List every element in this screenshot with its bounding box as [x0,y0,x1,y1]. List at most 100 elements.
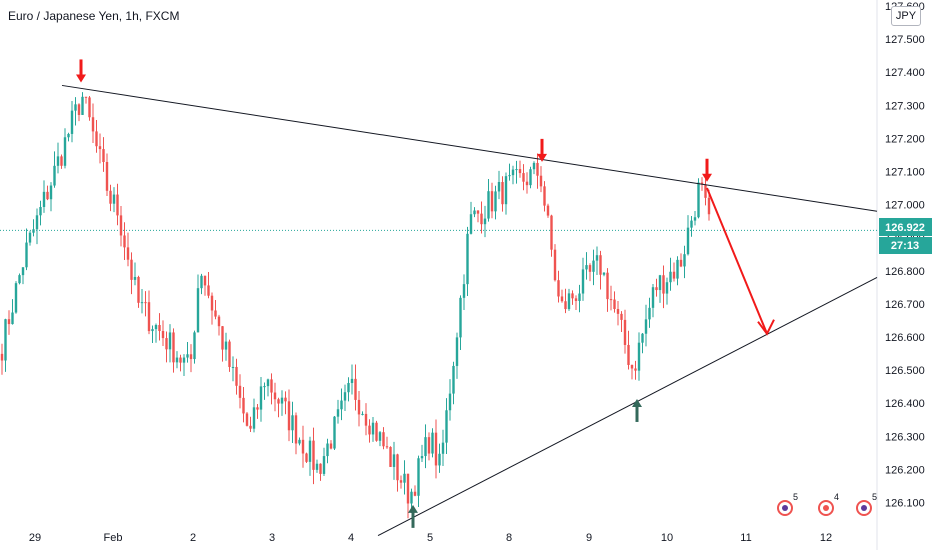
candle-body [581,269,585,294]
event-badge-3[interactable]: 5 [856,492,877,516]
candle-body [550,215,553,250]
candle-body [210,295,214,311]
candle-body [315,463,319,470]
candle-body [340,400,343,410]
candle-body [70,110,74,134]
candle-body [543,186,546,206]
candle-body [574,298,578,301]
x-tick-label: Feb [104,532,123,544]
x-tick-label: 8 [506,532,512,544]
candle-body [266,379,270,387]
candle-body [420,456,424,459]
event-badge-1[interactable]: 5 [777,492,798,516]
candle-body [403,473,406,483]
projection-arrow [706,187,768,335]
candle-body [522,173,525,182]
candle-body [4,319,7,361]
candle-body [399,480,403,483]
x-tick-label: 4 [348,532,354,544]
candle-body [200,275,203,289]
candle-body [462,284,466,298]
markers-layer [76,59,712,528]
candles-layer [0,92,711,519]
candle-body [336,409,340,417]
candle-body [14,283,18,313]
candle-body [308,440,312,462]
down-arrow-head [76,74,86,83]
candle-body [669,271,672,283]
candle-body [445,410,448,443]
candle-body [595,255,599,261]
candle-body [658,275,662,291]
candle-body [686,227,690,255]
candle-body [263,386,266,388]
candle-body [368,425,371,435]
candle-body [42,191,46,207]
x-tick-label: 11 [740,532,751,544]
candle-body [378,432,382,441]
candle-body [133,276,137,280]
candle-body [165,338,168,350]
candle-body [235,366,238,386]
candle-body [182,357,186,363]
candle-body [546,205,550,216]
candle-body [88,97,91,118]
candle-body [238,385,242,398]
candle-body [284,397,287,402]
candle-body [109,190,112,204]
candle-body [490,191,494,212]
x-tick-label: 29 [29,532,41,544]
candle-body [95,131,98,147]
candle-body [532,162,536,170]
candle-body [140,302,144,304]
candle-body [371,422,375,435]
candle-body [179,357,182,363]
candle-body [620,313,623,320]
candle-body [413,491,417,496]
support-trendline [377,276,878,537]
up-arrow-head [408,504,418,513]
candle-body [361,413,364,415]
candle-body [151,329,154,332]
y-tick-label: 127.400 [885,67,925,79]
y-tick-label: 126.700 [885,299,925,311]
up-arrow-marker [408,504,418,528]
candle-body [319,463,322,474]
down-arrow-marker [702,158,712,182]
candle-body [602,272,606,275]
candle-body [578,293,581,301]
candle-body [704,184,707,198]
candle-body [459,297,462,338]
candle-body [347,383,350,393]
y-axis: 127.600127.500127.400127.300127.200127.1… [885,1,925,510]
candle-body [60,156,63,166]
candle-body [707,197,711,215]
candle-body [480,213,483,225]
candle-body [627,344,630,365]
candle-body [291,415,294,431]
candle-body [186,354,189,358]
event-badge-count-2: 4 [834,492,839,502]
candle-body [406,473,410,504]
candle-body [196,288,200,333]
y-tick-label: 126.200 [885,464,925,476]
candle-body [609,299,613,301]
candle-body [690,220,693,228]
down-arrow-marker [537,138,547,162]
currency-button[interactable]: JPY [891,6,921,26]
candle-body [476,210,480,214]
down-arrow-head [702,173,712,182]
candle-body [357,399,361,415]
candle-body [56,156,60,166]
event-badge-2[interactable]: 4 [818,492,839,516]
candle-body [396,454,399,481]
candle-body [130,259,133,280]
candle-body [252,407,256,429]
candle-body [410,491,413,504]
y-tick-label: 127.200 [885,133,925,145]
candle-body [350,378,354,384]
candle-body [217,316,221,327]
candle-body [46,191,49,200]
